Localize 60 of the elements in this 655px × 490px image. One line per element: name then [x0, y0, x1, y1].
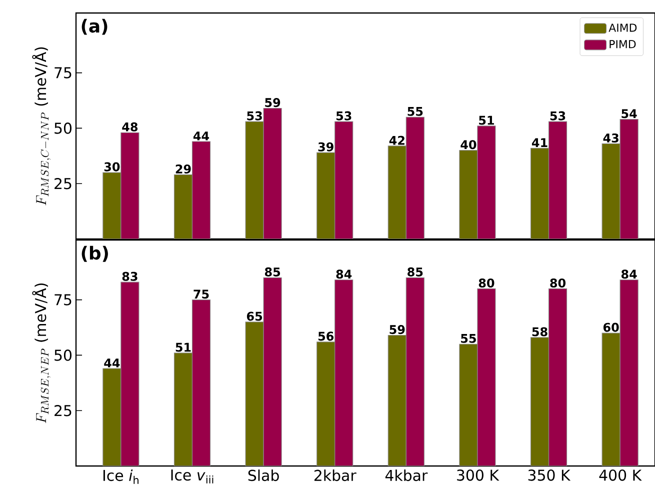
- y-tick-label: 50: [54, 122, 72, 134]
- bar: [192, 141, 211, 239]
- data-label: 53: [336, 111, 352, 120]
- data-label: 59: [390, 325, 405, 334]
- data-label: 48: [122, 122, 138, 132]
- data-label: 60: [603, 322, 619, 332]
- y-tick-label: 25: [54, 178, 72, 190]
- data-label: 41: [532, 138, 548, 147]
- bar: [477, 126, 496, 239]
- x-tick-label: 300 K: [457, 470, 500, 481]
- x-tick-label: 400 K: [599, 470, 642, 481]
- data-label: 55: [408, 107, 423, 116]
- chart-title: (b): [82, 246, 108, 262]
- data-label: 55: [461, 334, 476, 343]
- y-tick-label: 25: [54, 404, 72, 416]
- bar: [548, 121, 568, 239]
- data-label: 39: [318, 142, 334, 152]
- data-label: 53: [550, 111, 566, 120]
- data-label: 65: [246, 312, 262, 321]
- bar: [263, 108, 282, 239]
- x-tick-label: 2kbar: [314, 470, 356, 482]
- data-label: 51: [176, 342, 191, 352]
- data-label: 51: [479, 116, 494, 125]
- data-label: 29: [176, 164, 191, 174]
- bar: [620, 119, 638, 239]
- x-tick-label: Ice v$_{iii}$: [171, 470, 214, 484]
- data-label: 44: [193, 132, 210, 140]
- legend-label: AIMD: [608, 24, 637, 32]
- data-label: 80: [478, 278, 494, 288]
- data-label: 54: [622, 109, 637, 118]
- x-tick-label: 4kbar: [385, 470, 428, 482]
- data-label: 40: [460, 140, 476, 150]
- data-label: 80: [550, 278, 566, 288]
- data-label: 44: [104, 358, 120, 368]
- x-tick-label: Slab: [248, 470, 279, 482]
- data-label: 58: [532, 327, 548, 336]
- data-label: 85: [264, 267, 280, 276]
- y-tick-label: 75: [54, 294, 72, 306]
- data-label: 85: [408, 267, 423, 276]
- y-axis-title: $F_{RMSE,NEP}\ \mbox{(meV/Å)}$: [32, 284, 51, 424]
- data-label: 30: [104, 162, 120, 172]
- data-label: 84: [621, 270, 637, 279]
- legend-label: PIMD: [610, 40, 636, 48]
- x-tick-label: 350 K: [528, 470, 571, 481]
- bar: [120, 132, 140, 239]
- x-tick-label: Ice i$_{h}$: [103, 470, 138, 484]
- data-label: 42: [389, 136, 404, 145]
- bar: [406, 116, 424, 239]
- chart-title: (a): [82, 18, 108, 35]
- y-tick-label: 75: [54, 67, 72, 78]
- data-label: 84: [336, 270, 352, 279]
- y-axis-title: $F_{RMSE,C-NNP}\ \mbox{(meV/Å)}$: [32, 47, 51, 206]
- data-label: 56: [318, 332, 334, 341]
- bar: [334, 121, 354, 239]
- data-label: 83: [122, 272, 138, 281]
- data-label: 43: [603, 133, 618, 143]
- data-label: 75: [194, 290, 209, 299]
- data-label: 53: [247, 111, 262, 120]
- data-label: 59: [265, 98, 280, 108]
- y-tick-label: 50: [54, 350, 72, 361]
